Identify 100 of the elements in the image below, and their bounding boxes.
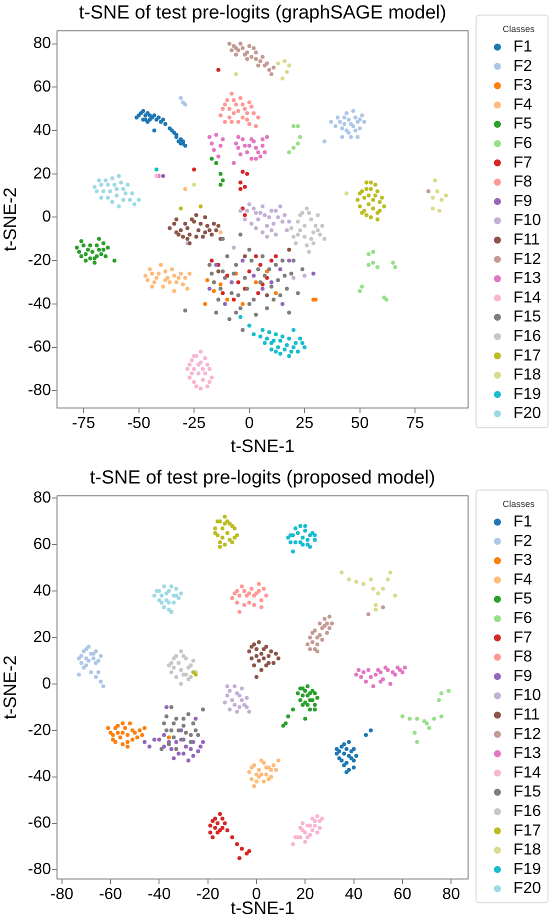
point [373, 194, 378, 198]
point [244, 851, 249, 856]
point [245, 111, 250, 116]
point [194, 213, 198, 218]
point [190, 371, 194, 376]
point [393, 672, 398, 677]
point [169, 584, 174, 588]
point [252, 206, 256, 211]
point [208, 286, 212, 291]
point [368, 215, 373, 220]
point [366, 202, 371, 206]
point [312, 707, 317, 712]
point [344, 770, 348, 774]
point [254, 674, 258, 679]
point [245, 56, 250, 61]
point [232, 298, 236, 302]
point [183, 144, 188, 148]
point [240, 686, 244, 691]
point [264, 135, 269, 140]
point [132, 730, 137, 735]
point [238, 232, 242, 237]
legend-label: F16 [513, 328, 542, 346]
point [238, 314, 242, 319]
point [287, 220, 292, 224]
legend-label: F8 [513, 174, 532, 191]
y-tick-label: -40 [28, 295, 52, 312]
point [237, 610, 242, 614]
point [230, 524, 234, 528]
point [269, 228, 274, 232]
point [252, 111, 256, 116]
point [152, 128, 156, 133]
point [322, 236, 326, 241]
point [309, 236, 314, 241]
point [312, 533, 317, 538]
y-tick-label: -40 [28, 768, 52, 786]
point [256, 63, 260, 68]
point [196, 733, 200, 738]
point [312, 691, 317, 696]
point [310, 816, 314, 821]
point [92, 184, 97, 189]
point [276, 656, 280, 660]
point [250, 777, 254, 782]
point [269, 347, 274, 352]
chart-title: t-SNE of test pre-logits (graphSAGE model) [78, 2, 446, 24]
point [334, 124, 338, 128]
point [368, 674, 373, 679]
point [92, 256, 97, 260]
point [169, 728, 174, 732]
point [378, 670, 383, 674]
point [172, 274, 176, 278]
y-tick-label: 60 [33, 78, 52, 96]
point [126, 744, 130, 749]
point [196, 228, 200, 232]
point [393, 265, 398, 270]
y-tick-label: 0 [42, 675, 52, 692]
point [286, 714, 290, 718]
point [362, 582, 366, 586]
point [252, 332, 256, 336]
point [278, 267, 282, 272]
point [94, 661, 98, 666]
y-tick-label: -60 [28, 338, 52, 356]
point [264, 269, 269, 274]
point [340, 126, 344, 130]
point [315, 642, 320, 646]
point [258, 334, 262, 338]
point [272, 763, 276, 768]
point [218, 230, 223, 234]
point [242, 254, 247, 258]
point [256, 582, 261, 586]
point [208, 830, 212, 835]
point [179, 668, 184, 672]
point [298, 686, 302, 691]
legend-label: F6 [513, 610, 532, 628]
point [188, 376, 192, 380]
point [186, 666, 190, 670]
point [236, 280, 240, 284]
point [280, 334, 284, 338]
point [79, 254, 84, 258]
point [296, 291, 300, 296]
point [130, 738, 134, 742]
point [354, 580, 358, 584]
point [141, 109, 146, 114]
point [174, 280, 178, 284]
point [282, 347, 287, 352]
point [178, 228, 183, 232]
point [260, 204, 265, 208]
point [358, 126, 362, 130]
point [327, 626, 332, 630]
point [238, 152, 242, 156]
point [213, 526, 218, 530]
legend-label: F4 [513, 96, 532, 114]
point [183, 187, 188, 192]
point [368, 577, 373, 582]
point [240, 137, 245, 142]
point [334, 746, 339, 751]
point [364, 213, 368, 218]
point [124, 191, 128, 196]
y-tick-label: 20 [33, 628, 52, 646]
point [280, 220, 284, 224]
point [267, 330, 272, 334]
